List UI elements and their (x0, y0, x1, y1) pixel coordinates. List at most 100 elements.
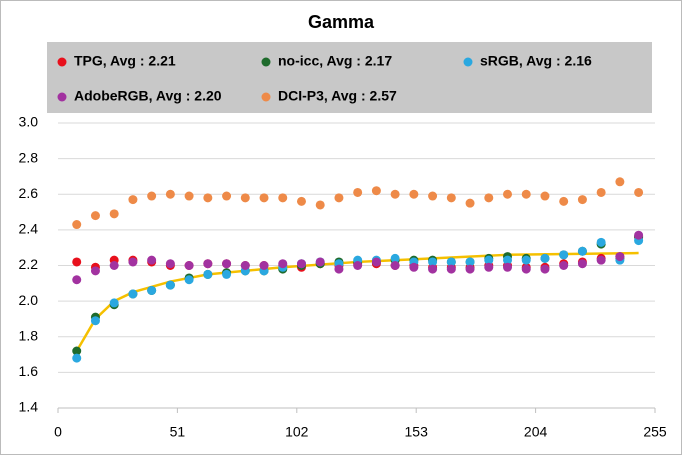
point (577, 259, 587, 269)
point (540, 191, 550, 201)
y-tick-label: 2.4 (19, 221, 39, 237)
y-tick-label: 1.8 (19, 327, 39, 343)
point (521, 189, 531, 199)
point (465, 198, 475, 208)
point (240, 193, 250, 203)
legend-label: no-icc, Avg : 2.17 (278, 53, 392, 69)
legend-box (47, 42, 652, 113)
legend-label: sRGB, Avg : 2.16 (480, 53, 592, 69)
point (371, 257, 381, 267)
point (634, 187, 644, 197)
point (503, 189, 513, 199)
point (465, 257, 475, 267)
point (72, 275, 82, 285)
point (577, 195, 587, 205)
point (203, 259, 213, 269)
point (296, 196, 306, 206)
point (371, 186, 381, 196)
point (128, 195, 138, 205)
point (165, 280, 175, 290)
point (147, 285, 157, 295)
point (222, 191, 232, 201)
point (596, 237, 606, 247)
point (184, 261, 194, 270)
point (540, 253, 550, 263)
point (596, 255, 606, 265)
point (503, 262, 513, 272)
point (72, 220, 82, 230)
point (203, 269, 213, 279)
point (203, 193, 213, 203)
point (446, 264, 456, 274)
y-tick-label: 2.8 (19, 149, 39, 165)
point (353, 187, 363, 197)
point (184, 275, 194, 285)
point (315, 200, 325, 210)
x-tick-label: 51 (170, 424, 186, 440)
legend-label: DCI-P3, Avg : 2.57 (278, 88, 397, 104)
point (596, 187, 606, 197)
point (577, 246, 587, 256)
point (147, 191, 157, 201)
point (521, 255, 531, 265)
point (409, 189, 419, 199)
chart-title: Gamma (308, 12, 375, 32)
point (615, 252, 625, 262)
point (72, 346, 82, 356)
point (484, 193, 494, 203)
point (315, 257, 325, 267)
point (90, 316, 100, 326)
point (446, 257, 456, 267)
point (240, 261, 250, 270)
x-tick-label: 255 (643, 424, 667, 440)
point (390, 253, 400, 263)
point (90, 211, 100, 221)
legend-marker (261, 57, 271, 67)
point (446, 193, 456, 203)
legend-label: AdobeRGB, Avg : 2.20 (74, 88, 222, 104)
point (184, 191, 194, 201)
point (559, 250, 569, 260)
point (128, 289, 138, 299)
point (484, 255, 494, 265)
x-tick-label: 102 (285, 424, 309, 440)
y-tick-label: 3.0 (19, 114, 39, 130)
y-tick-label: 2.2 (19, 256, 39, 272)
point (559, 261, 569, 270)
point (109, 209, 119, 219)
legend-marker (463, 57, 473, 67)
point (521, 264, 531, 274)
point (409, 262, 419, 272)
point (259, 261, 269, 270)
point (353, 261, 363, 270)
point (465, 264, 475, 274)
point (147, 255, 157, 265)
point (278, 259, 288, 269)
point (222, 269, 232, 279)
point (634, 230, 644, 240)
point (165, 259, 175, 269)
y-tick-label: 2.0 (19, 292, 39, 308)
y-tick-label: 2.6 (19, 185, 39, 201)
point (128, 257, 138, 267)
point (484, 262, 494, 272)
y-tick-label: 1.4 (19, 399, 39, 415)
point (109, 298, 119, 308)
point (428, 264, 438, 274)
y-tick-label: 1.6 (19, 363, 39, 379)
point (390, 261, 400, 270)
point (296, 259, 306, 269)
legend-marker (57, 92, 67, 102)
point (72, 257, 82, 267)
point (334, 193, 344, 203)
x-tick-label: 0 (54, 424, 62, 440)
point (428, 257, 438, 267)
x-tick-label: 204 (524, 424, 548, 440)
point (109, 261, 119, 270)
x-tick-label: 153 (405, 424, 429, 440)
point (222, 259, 232, 269)
legend-label: TPG, Avg : 2.21 (74, 53, 176, 69)
point (390, 189, 400, 199)
point (165, 189, 175, 199)
